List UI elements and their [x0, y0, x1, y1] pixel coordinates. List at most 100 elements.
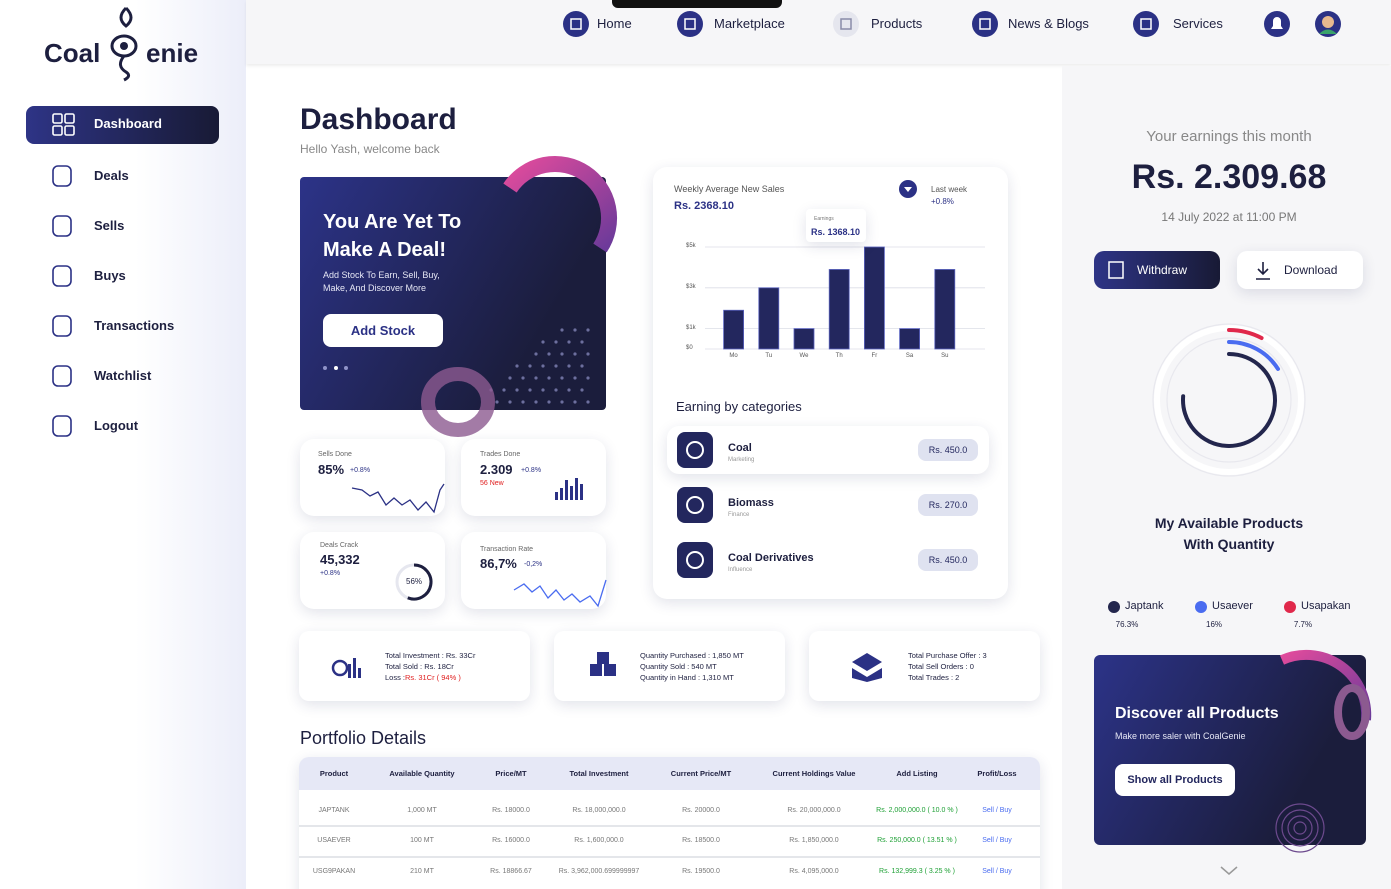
- column-header: Price/MT: [495, 768, 527, 778]
- table-cell: Rs. 250,000.0 ( 13.51 % ): [877, 836, 957, 844]
- table-cell: USG9PAKAN: [312, 867, 356, 875]
- download-label[interactable]: Download: [1284, 262, 1338, 277]
- column-header: Profit/Loss: [977, 768, 1017, 778]
- add-stock-button[interactable]: Add Stock: [323, 314, 443, 347]
- camera-notch: [612, 0, 782, 8]
- sidebar-item[interactable]: Buys: [94, 268, 126, 284]
- stat-change: +0.8%: [320, 569, 341, 577]
- brand-left: Coal: [44, 38, 101, 69]
- x-tick-label: We: [799, 353, 809, 360]
- table-cell[interactable]: Sell / Buy: [982, 806, 1012, 814]
- period-label: Last week: [931, 185, 968, 195]
- summary-line: Total Trades : 2: [908, 672, 960, 682]
- table-cell: Rs. 132,999.3 ( 3.25 % ): [879, 867, 955, 875]
- table-cell[interactable]: Sell / Buy: [982, 867, 1012, 875]
- table-cell: Rs. 20000.0: [682, 806, 720, 814]
- table-cell: 100 MT: [410, 836, 434, 844]
- x-tick-label: Sa: [905, 353, 914, 360]
- column-header: Total Investment: [569, 768, 629, 778]
- products-title: My Available Products: [1154, 514, 1304, 531]
- legend-name: Usapakan: [1301, 600, 1351, 613]
- column-header: Current Price/MT: [670, 768, 732, 778]
- table-cell: Rs. 18,000,000.0: [572, 806, 626, 814]
- table-cell: Rs. 19500.0: [682, 867, 720, 875]
- nav-link[interactable]: Products: [871, 16, 923, 32]
- stat-label: Trades Done: [480, 450, 521, 458]
- stat-change: -0,2%: [524, 560, 543, 568]
- x-tick-label: Tu: [765, 353, 773, 360]
- page-title: Dashboard: [300, 103, 457, 136]
- amount-pill: [918, 549, 978, 571]
- summary-line: Total Purchase Offer : 3: [908, 650, 987, 660]
- category-sub: Finance: [728, 512, 750, 519]
- tooltip-value: Rs. 1368.10: [811, 226, 861, 237]
- nav-link[interactable]: Services: [1173, 16, 1223, 32]
- nav-link[interactable]: Marketplace: [714, 16, 785, 32]
- y-tick-label: $0: [686, 345, 693, 352]
- sidebar-item[interactable]: Logout: [94, 418, 139, 434]
- discover-title: Discover all Products: [1115, 705, 1279, 723]
- legend-value: 16%: [1205, 620, 1223, 630]
- stat-label: Deals Crack: [320, 541, 359, 549]
- discover-card: [1094, 655, 1366, 845]
- category-amount: Rs. 450.0: [928, 444, 968, 455]
- summary-line: Total Sold : Rs. 18Cr: [385, 661, 454, 671]
- show-all-button[interactable]: Show all Products: [1115, 764, 1235, 796]
- sidebar-item[interactable]: Dashboard: [94, 116, 162, 132]
- column-header: Add Listing: [896, 768, 938, 778]
- promo-title: Make A Deal!: [323, 239, 447, 261]
- table-cell: 210 MT: [410, 867, 434, 875]
- legend-name: Japtank: [1125, 600, 1164, 613]
- amount-pill: [918, 439, 978, 461]
- table-cell[interactable]: Sell / Buy: [982, 836, 1012, 844]
- summary-line: Quantity in Hand : 1,310 MT: [640, 672, 734, 682]
- table-cell: Rs. 3,962,000.699999997: [558, 867, 640, 875]
- legend-name: Usaever: [1212, 600, 1253, 613]
- sidebar-item[interactable]: Watchlist: [94, 368, 152, 384]
- active-item-bg: [26, 106, 219, 144]
- summary-line: Total Investment : Rs. 33Cr: [385, 650, 476, 660]
- earnings-label: Your earnings this month: [1146, 128, 1312, 145]
- page-subtitle: Hello Yash, welcome back: [300, 141, 440, 156]
- ring-label: 56%: [405, 577, 423, 587]
- stat-change: +0.8%: [350, 466, 371, 474]
- y-tick-label: $1k: [686, 325, 696, 331]
- category-sub: Influence: [728, 567, 753, 574]
- table-cell: Rs. 18000.0: [492, 806, 530, 814]
- sidebar: [0, 0, 246, 889]
- stat-value: 86,7%: [480, 556, 517, 572]
- table-cell: Rs. 1,600,000.0: [574, 836, 624, 844]
- legend-value: 7.7%: [1293, 620, 1313, 630]
- promo-title: You Are Yet To: [323, 211, 462, 233]
- legend-value: 76.3%: [1115, 620, 1139, 630]
- category-name: Biomass: [728, 497, 774, 510]
- products-title: With Quantity: [1183, 535, 1275, 552]
- summary-card: [809, 631, 1040, 701]
- table-cell: Rs. 16000.0: [492, 836, 530, 844]
- column-header: Available Quantity: [389, 768, 455, 778]
- sidebar-item[interactable]: Sells: [94, 218, 125, 234]
- stat-value: 85%: [318, 462, 345, 478]
- stat-value: 2.309: [480, 462, 513, 478]
- loss-value: Rs. 31Cr ( 94% ): [405, 672, 461, 682]
- table-cell: Rs. 20,000,000.0: [787, 806, 841, 814]
- x-tick-label: Fr: [871, 353, 878, 360]
- period-change: +0.8%: [931, 197, 954, 207]
- categories-title: Earning by categories: [676, 399, 802, 415]
- summary-line: Quantity Sold : 540 MT: [640, 661, 717, 671]
- promo-text: Add Stock To Earn, Sell, Buy,: [323, 269, 440, 280]
- nav-link[interactable]: News & Blogs: [1008, 16, 1089, 32]
- sidebar-item[interactable]: Deals: [94, 168, 129, 184]
- table-header-bg: [299, 757, 1040, 790]
- portfolio-title: Portfolio Details: [300, 728, 427, 749]
- nav-link[interactable]: Home: [597, 16, 632, 32]
- table-cell: Rs. 18866.67: [490, 867, 532, 875]
- sidebar-item[interactable]: Transactions: [94, 318, 175, 334]
- stat-note: 56 New: [480, 479, 504, 487]
- table-cell: Rs. 2,000,000.0 ( 10.0 % ): [876, 806, 958, 814]
- top-nav: [246, 0, 1391, 64]
- stat-label: Transaction Rate: [480, 545, 534, 553]
- withdraw-label[interactable]: Withdraw: [1137, 262, 1188, 277]
- x-tick-label: Th: [835, 353, 843, 360]
